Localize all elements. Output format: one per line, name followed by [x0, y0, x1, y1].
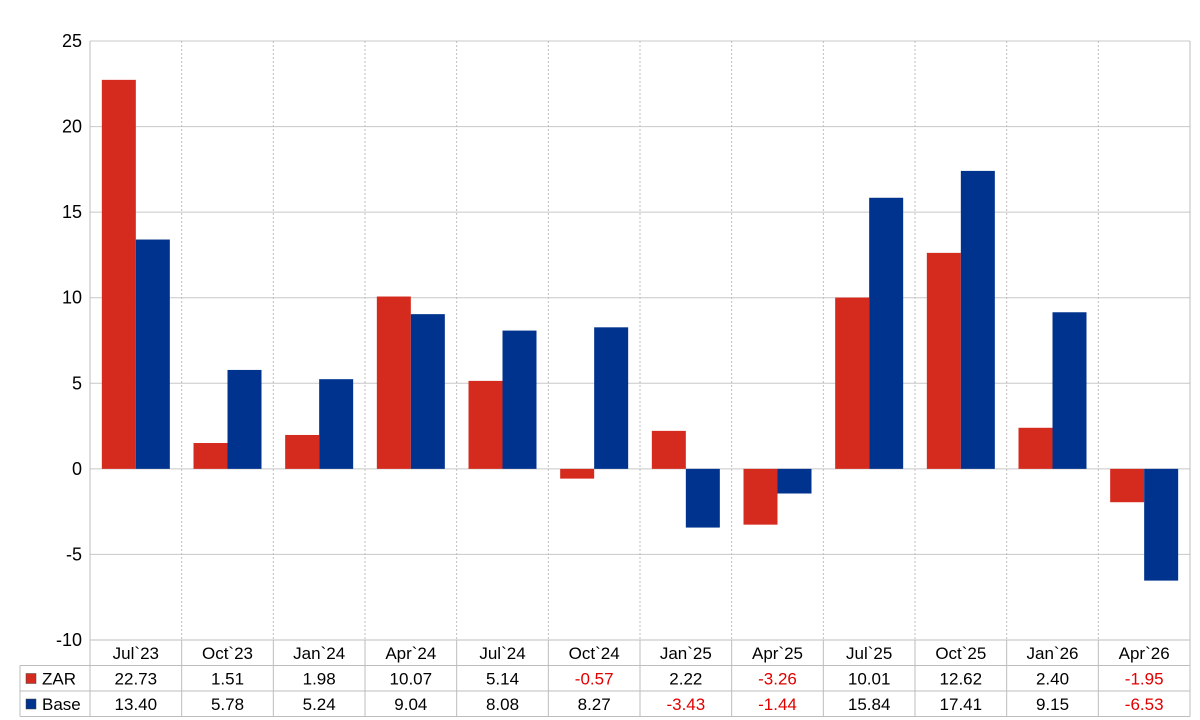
bars: [101, 79, 1179, 581]
legend-label-zar: ZAR: [42, 670, 76, 689]
bar-zar-1: [193, 443, 228, 469]
data-label-base-7: -1.44: [758, 695, 797, 714]
data-label-base-2: 5.24: [303, 695, 336, 714]
data-label-base-5: 8.27: [578, 695, 611, 714]
x-tick-label: Oct`23: [202, 644, 253, 663]
data-label-base-0: 13.40: [115, 695, 158, 714]
legend-label-base: Base: [42, 695, 81, 714]
bar-zar-8: [835, 297, 870, 469]
data-table: Jul`23 Oct`23 Jan`24 Apr`24 Jul`24 Oct`24 Jan`…: [19, 639, 1191, 717]
y-tick-label: 10: [62, 288, 82, 308]
data-label-zar-10: 2.40: [1036, 670, 1069, 689]
y-tick-label: -10: [56, 630, 82, 650]
bar-base-10: [1052, 312, 1087, 469]
data-label-zar-2: 1.98: [303, 670, 336, 689]
bar-base-9: [960, 170, 995, 469]
bar-zar-0: [101, 79, 136, 469]
data-label-base-4: 8.08: [486, 695, 519, 714]
data-label-zar-6: 2.22: [669, 670, 702, 689]
bar-zar-6: [651, 430, 686, 469]
data-label-base-3: 9.04: [394, 695, 427, 714]
data-label-zar-1: 1.51: [211, 670, 244, 689]
bar-base-6: [685, 468, 720, 528]
bar-zar-9: [926, 252, 961, 469]
bar-base-2: [319, 379, 354, 469]
data-label-zar-11: -1.95: [1125, 670, 1164, 689]
legend-swatch-base: [25, 698, 37, 710]
data-label-zar-3: 10.07: [390, 670, 433, 689]
data-label-zar-9: 12.62: [940, 670, 983, 689]
x-tick-label: Oct`24: [569, 644, 620, 663]
data-label-zar-5: -0.57: [575, 670, 614, 689]
data-label-zar-0: 22.73: [115, 670, 158, 689]
gridlines: [89, 40, 1191, 641]
bar-zar-7: [743, 468, 778, 525]
data-label-base-6: -3.43: [666, 695, 705, 714]
x-tick-label: Apr`24: [385, 644, 436, 663]
x-tick-label: Jul`23: [113, 644, 159, 663]
x-tick-label: Apr`25: [752, 644, 803, 663]
y-tick-label: -5: [66, 544, 82, 564]
data-label-base-8: 15.84: [848, 695, 891, 714]
legend-swatch-zar: [25, 673, 37, 684]
bar-zar-3: [376, 296, 411, 469]
bar-base-3: [410, 314, 445, 469]
x-tick-label: Jul`24: [479, 644, 525, 663]
data-label-base-11: -6.53: [1125, 695, 1164, 714]
data-label-zar-8: 10.01: [848, 670, 891, 689]
y-tick-label: 0: [72, 459, 82, 479]
y-tick-label: 20: [62, 117, 82, 137]
x-tick-label: Apr`26: [1119, 644, 1170, 663]
x-tick-label: Jan`26: [1027, 644, 1079, 663]
bar-base-11: [1144, 468, 1179, 581]
bar-zar-4: [468, 380, 503, 469]
data-label-zar-4: 5.14: [486, 670, 519, 689]
data-label-base-1: 5.78: [211, 695, 244, 714]
y-tick-label: 25: [62, 31, 82, 51]
y-axis: 25 20 15 10 5 0 -5 -10: [56, 31, 82, 650]
data-label-base-9: 17.41: [940, 695, 983, 714]
data-label-zar-7: -3.26: [758, 670, 797, 689]
x-tick-label: Jul`25: [846, 644, 892, 663]
bar-base-5: [594, 327, 629, 469]
bar-zar-2: [285, 434, 320, 469]
bar-base-1: [227, 369, 262, 469]
bar-zar-10: [1018, 427, 1053, 469]
data-label-base-10: 9.15: [1036, 695, 1069, 714]
bar-zar-5: [560, 468, 595, 479]
y-tick-label: 15: [62, 202, 82, 222]
bar-base-8: [869, 197, 904, 469]
bar-base-0: [135, 239, 170, 469]
x-tick-label: Jan`24: [293, 644, 345, 663]
bar-zar-11: [1110, 468, 1145, 503]
x-tick-label: Jan`25: [660, 644, 712, 663]
bar-base-7: [777, 468, 812, 494]
bar-base-4: [502, 330, 537, 469]
y-tick-label: 5: [72, 373, 82, 393]
x-tick-label: Oct`25: [935, 644, 986, 663]
